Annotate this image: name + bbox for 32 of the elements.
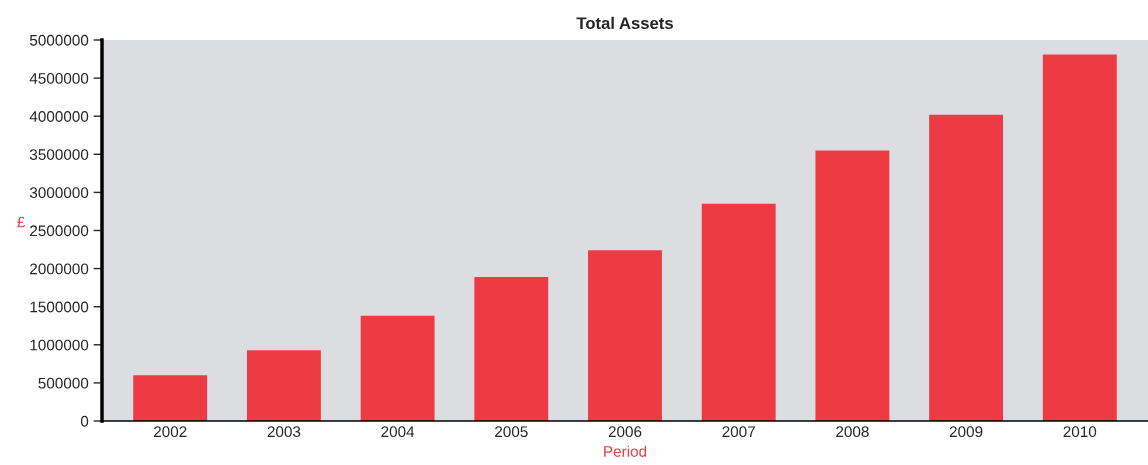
x-tick-label: 2008 bbox=[836, 426, 869, 438]
x-tick-label: 2003 bbox=[267, 426, 301, 438]
bar bbox=[588, 250, 662, 421]
bar bbox=[246, 350, 321, 421]
y-tick-label: 4000000 bbox=[29, 111, 89, 122]
bar bbox=[815, 150, 890, 421]
y-tick-label: 5000000 bbox=[29, 34, 89, 46]
y-tick-label: 0 bbox=[80, 415, 89, 427]
y-tick-label: 2000000 bbox=[30, 263, 89, 275]
y-tick-label: 3500000 bbox=[29, 149, 89, 160]
y-tick-label: 2500000 bbox=[30, 225, 89, 237]
y-tick-label: 4500000 bbox=[29, 72, 89, 84]
bar bbox=[360, 315, 435, 421]
bar bbox=[701, 203, 776, 421]
bar bbox=[474, 276, 549, 421]
bar bbox=[929, 114, 1004, 421]
y-tick-label: 1000000 bbox=[30, 339, 89, 351]
y-tick-label: 1500000 bbox=[30, 301, 89, 313]
x-tick-label: 2009 bbox=[949, 426, 983, 438]
x-tick-label: 2002 bbox=[153, 426, 187, 438]
bar bbox=[1042, 54, 1117, 421]
x-axis-title: Period bbox=[604, 445, 647, 457]
y-axis-title: £ bbox=[17, 216, 25, 228]
x-tick-label: 2005 bbox=[495, 426, 528, 438]
chart-title: Total Assets bbox=[576, 16, 673, 30]
x-tick-label: 2004 bbox=[381, 426, 415, 438]
y-tick-label: 500000 bbox=[38, 377, 89, 389]
y-tick-label: 3000000 bbox=[29, 187, 89, 199]
x-tick-label: 2010 bbox=[1063, 426, 1097, 438]
x-tick-label: 2007 bbox=[722, 426, 755, 438]
x-tick-label: 2006 bbox=[608, 426, 642, 438]
bar bbox=[133, 375, 208, 421]
